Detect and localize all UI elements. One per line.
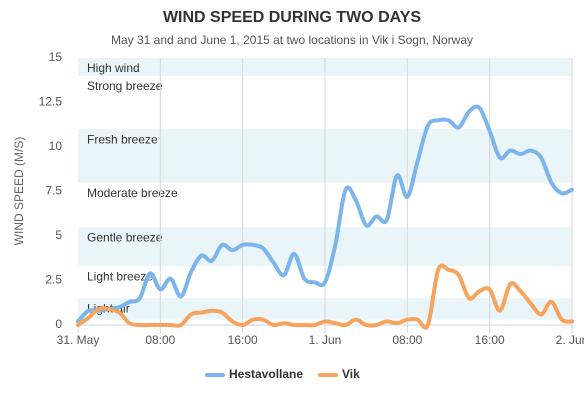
y-tick-label: 0 [55,317,62,331]
plot-band-label: Moderate breeze [87,186,178,200]
legend-label: Vik [342,367,360,381]
chart-subtitle: May 31 and and June 1, 2015 at two locat… [111,33,473,47]
series-line [76,263,574,330]
x-tick-label: 08:00 [145,333,175,347]
y-axis-label: WIND SPEED (M/S) [12,137,26,246]
legend-label: Hestavollane [229,367,303,381]
y-tick-label: 15 [49,50,63,64]
plot-band-label: High wind [87,61,140,75]
y-tick-label: 7.5 [45,184,62,198]
plot-band-label: Light breeze [87,269,153,283]
y-tick-label: 5 [55,228,62,242]
series-line [76,104,574,324]
y-tick-label: 10 [49,139,63,153]
x-tick-label: 16:00 [228,333,258,347]
plot-band-label: Gentle breeze [87,230,163,244]
x-tick-label: 31. May [57,333,100,347]
y-tick-label: 2.5 [45,273,62,287]
legend-item: Vik [318,367,360,381]
x-tick-label: 1. Jun [309,333,342,347]
x-tick-label: 16:00 [475,333,505,347]
y-tick-label: 12.5 [39,95,63,109]
x-tick-label: 08:00 [392,333,422,347]
x-tick-label: 2. Jun [556,333,584,347]
plot-band-label: Fresh breeze [87,132,158,146]
plot-band-label: Strong breeze [87,79,163,93]
chart-title: WIND SPEED DURING TWO DAYS [163,9,421,26]
legend-item: Hestavollane [205,367,303,381]
